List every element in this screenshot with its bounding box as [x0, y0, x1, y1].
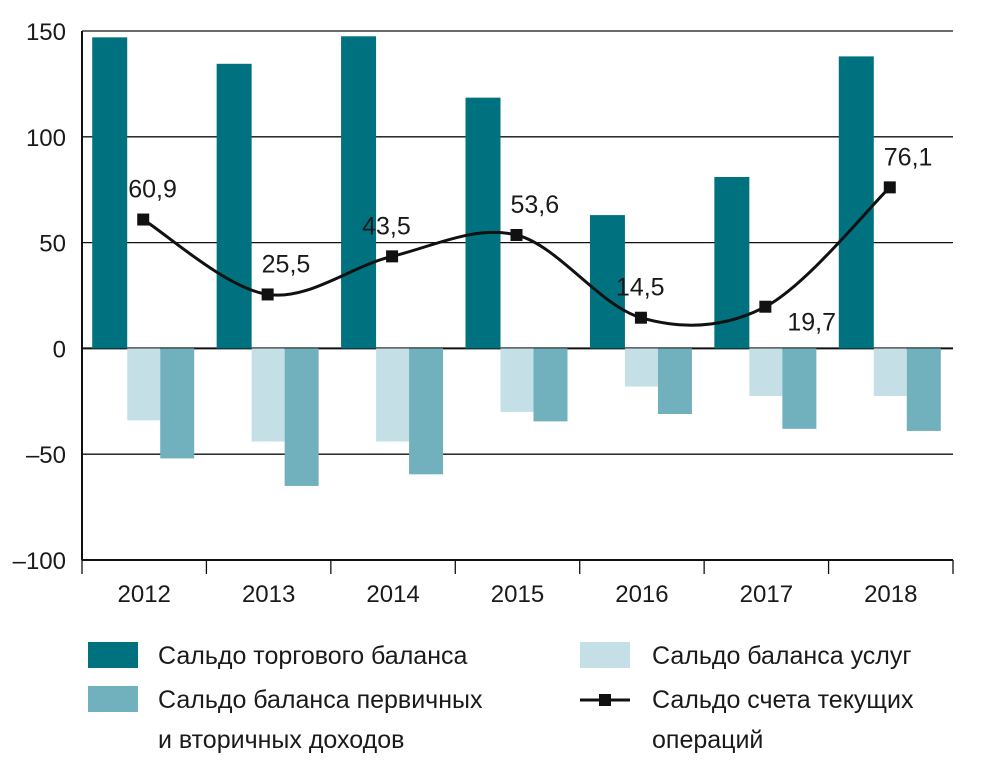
legend-label-income-2: и вторичных доходов	[158, 726, 404, 754]
bar-trade	[589, 215, 625, 349]
data-label: 14,5	[616, 274, 665, 302]
axes: 150 100 50 0 –50 –100 2012 2013 2014 2015 2016 2017…	[13, 19, 954, 608]
legend-swatch-trade	[88, 642, 138, 668]
bar-trade	[216, 63, 252, 349]
data-label: 60,9	[128, 176, 177, 204]
x-tick-label: 2012	[118, 581, 171, 608]
bar-income	[657, 348, 692, 414]
legend-label-services: Сальдо баланса услуг	[652, 642, 912, 670]
bar-income	[782, 348, 817, 429]
legend-swatch-income	[88, 686, 138, 712]
legend-swatch-current-marker	[599, 694, 611, 706]
data-label: 19,7	[787, 309, 836, 337]
bar-services	[873, 348, 907, 397]
bar-income	[409, 348, 444, 475]
line-marker	[261, 288, 274, 301]
data-label: 25,5	[262, 250, 311, 278]
bar-income	[160, 348, 195, 459]
legend-label-income-1: Сальдо баланса первичных	[158, 686, 483, 714]
bar-income	[906, 348, 941, 431]
bars	[92, 36, 941, 486]
line-marker	[634, 311, 647, 324]
line-marker	[759, 300, 772, 313]
legend-label-current-1: Сальдо счета текущих	[652, 686, 914, 714]
x-tick-label: 2017	[740, 581, 793, 608]
y-tick-label: –100	[13, 548, 66, 575]
bar-services	[376, 348, 410, 442]
data-label: 76,1	[884, 143, 933, 171]
bar-trade	[838, 56, 874, 349]
x-tick-label: 2018	[864, 581, 917, 608]
bar-services	[251, 348, 285, 442]
data-label: 53,6	[511, 191, 560, 219]
labels: 60,9 25,5 43,5 53,6 14,5 19,7 76,1	[128, 143, 932, 336]
legend-label-trade: Сальдо торгового баланса	[158, 642, 468, 670]
x-tick-label: 2015	[491, 581, 544, 608]
legend: Сальдо торгового баланса Сальдо баланса …	[88, 642, 914, 754]
x-tick-label: 2016	[615, 581, 668, 608]
line-marker	[883, 181, 896, 194]
y-tick-label: 50	[39, 231, 66, 258]
bar-income	[284, 348, 319, 486]
legend-label-current-2: операций	[652, 726, 763, 754]
current-account-line	[137, 181, 896, 327]
y-tick-label: –50	[26, 442, 66, 469]
line-marker	[510, 228, 523, 241]
line-marker	[386, 250, 399, 263]
y-tick-label: 150	[26, 19, 66, 46]
bar-trade	[341, 36, 377, 349]
bar-income	[533, 348, 568, 422]
bar-trade	[465, 97, 501, 349]
x-tick-label: 2014	[366, 581, 419, 608]
bar-services	[500, 348, 534, 412]
legend-swatch-services	[580, 642, 630, 668]
x-tick-label: 2013	[242, 581, 295, 608]
y-tick-label: 0	[53, 336, 66, 363]
bar-services	[749, 348, 783, 397]
bar-services	[624, 348, 658, 387]
y-tick-label: 100	[26, 125, 66, 152]
bar-services	[127, 348, 161, 421]
bar-trade	[92, 37, 128, 349]
data-label: 43,5	[362, 212, 411, 240]
line-marker	[137, 213, 150, 226]
